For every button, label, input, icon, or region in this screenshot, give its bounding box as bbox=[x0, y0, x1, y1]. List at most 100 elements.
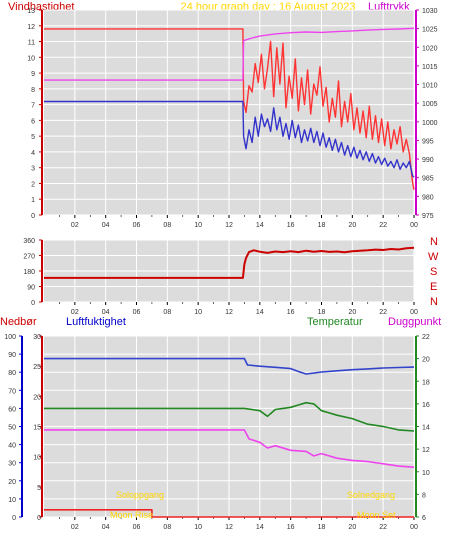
average-line bbox=[44, 100, 415, 178]
precipitation-ytick-label: 90 bbox=[8, 352, 16, 359]
humidity-line bbox=[44, 357, 415, 375]
pressure-ytick-label: 1015 bbox=[422, 64, 438, 71]
wind-direction-ytick-label: 270 bbox=[23, 254, 35, 261]
humidity-temperature-series bbox=[44, 357, 415, 518]
astro-labels: Soloppgang Moon Rise Solnedgang Moon Set bbox=[110, 490, 396, 520]
wind-speed-ytick-label: 5 bbox=[31, 134, 35, 141]
dewpoint-line bbox=[44, 429, 415, 468]
wind-pressure-time-axis: 02 04 06 08 10 12 14 16 18 20 22 00 bbox=[59, 215, 418, 229]
humidity-temperature-xtick-label: 00 bbox=[410, 524, 418, 531]
humidity-temperature-xtick-label: 08 bbox=[163, 524, 171, 531]
humidity-temperature-xtick-label: 06 bbox=[133, 524, 141, 531]
wind-speed-ytick-label: 3 bbox=[31, 166, 35, 173]
wind-speed-ytick-label: 0 bbox=[31, 213, 35, 220]
wind-direction-xtick-label: 08 bbox=[163, 309, 171, 316]
precipitation-ytick-label: 50 bbox=[8, 425, 16, 432]
temperature-ytick-label: 16 bbox=[422, 402, 430, 409]
pressure-ytick-label: 985 bbox=[422, 176, 434, 183]
compass-labels: N W S E N bbox=[428, 236, 439, 308]
humidity-ytick-label: 25 bbox=[33, 364, 41, 371]
wind-speed-ytick-label: 8 bbox=[31, 87, 35, 94]
humidity-temperature-xtick-label: 12 bbox=[225, 524, 233, 531]
title-precipitation: Nedbør bbox=[0, 316, 37, 328]
humidity-ytick-label: 0 bbox=[37, 515, 41, 522]
temperature-axis: 6 8 10 12 14 16 18 20 22 bbox=[415, 334, 430, 522]
humidity-temperature-xtick-label: 02 bbox=[71, 524, 79, 531]
pressure-ytick-label: 1020 bbox=[422, 45, 438, 52]
humidity-temperature-xtick-label: 10 bbox=[194, 524, 202, 531]
pressure-ytick-label: 1005 bbox=[422, 101, 438, 108]
wind-direction-ytick-label: 180 bbox=[23, 269, 35, 276]
wind-direction-ytick-label: 0 bbox=[31, 300, 35, 307]
wind-direction-xtick-label: 04 bbox=[102, 309, 110, 316]
pressure-ytick-label: 995 bbox=[422, 138, 434, 145]
wind-speed-ytick-label: 6 bbox=[31, 118, 35, 125]
wind-direction-xtick-label: 06 bbox=[133, 309, 141, 316]
humidity-temperature-xtick-label: 04 bbox=[102, 524, 110, 531]
precipitation-ytick-label: 80 bbox=[8, 370, 16, 377]
precipitation-ytick-label: 40 bbox=[8, 443, 16, 450]
compass-s: S bbox=[430, 266, 437, 278]
rain-line bbox=[44, 509, 414, 518]
wind-pressure-grid bbox=[44, 9, 415, 216]
wind-direction-xtick-label: 16 bbox=[287, 309, 295, 316]
humidity-temperature-panel: 0 10 20 30 40 50 60 70 80 90 100 0 5 10 15 20 25 30 6 8 10… bbox=[4, 334, 430, 531]
pressure-ytick-label: 1030 bbox=[422, 8, 438, 15]
sunset-label: Solnedgang bbox=[347, 490, 395, 500]
pressure-ytick-label: 1000 bbox=[422, 120, 438, 127]
wind-speed-ytick-label: 7 bbox=[31, 103, 35, 110]
wind-direction-xtick-label: 14 bbox=[256, 309, 264, 316]
moonset-label: Moon Set bbox=[357, 510, 396, 520]
temperature-line bbox=[44, 401, 415, 432]
wind-direction-xtick-label: 18 bbox=[318, 309, 326, 316]
wind-direction-axis: 0 90 180 270 360 bbox=[23, 238, 43, 307]
precipitation-ytick-label: 70 bbox=[8, 388, 16, 395]
compass-n-top: N bbox=[430, 236, 438, 248]
wind-direction-time-axis: 02 04 06 08 10 12 14 16 18 20 22 00 bbox=[59, 302, 418, 316]
precipitation-ytick-label: 0 bbox=[12, 515, 16, 522]
humidity-temperature-xtick-label: 18 bbox=[318, 524, 326, 531]
temperature-ytick-label: 20 bbox=[422, 357, 430, 364]
wind-speed-ytick-label: 11 bbox=[28, 40, 35, 47]
pressure-ytick-label: 990 bbox=[422, 157, 434, 164]
wind-speed-ytick-label: 10 bbox=[27, 55, 35, 62]
sunrise-label: Soloppgang bbox=[116, 490, 164, 500]
wind-pressure-xtick-label: 06 bbox=[133, 222, 141, 229]
humidity-temperature-xtick-label: 14 bbox=[256, 524, 264, 531]
wind-pressure-xtick-label: 14 bbox=[256, 222, 264, 229]
precipitation-axis: 0 10 20 30 40 50 60 70 80 90 100 bbox=[4, 334, 23, 522]
wind-direction-xtick-label: 00 bbox=[410, 309, 418, 316]
wind-direction-xtick-label: 10 bbox=[194, 309, 202, 316]
wind-pressure-xtick-label: 12 bbox=[225, 222, 233, 229]
wind-speed-ytick-label: 2 bbox=[31, 181, 35, 188]
wind-pressure-series bbox=[44, 27, 415, 190]
temperature-ytick-label: 22 bbox=[422, 334, 430, 341]
pressure-axis: 975 980 985 990 995 1000 1005 1010 1015 1020 1025 1… bbox=[415, 8, 438, 220]
compass-e: E bbox=[430, 281, 437, 293]
title-humidity: Luftfuktighet bbox=[66, 316, 126, 328]
temperature-ytick-label: 6 bbox=[422, 515, 426, 522]
humidity-ytick-label: 5 bbox=[37, 485, 41, 492]
humidity-temperature-grid bbox=[44, 335, 415, 518]
humidity-ytick-label: 30 bbox=[33, 334, 41, 341]
humidity-axis: 0 5 10 15 20 25 30 bbox=[33, 334, 43, 522]
temperature-ytick-label: 8 bbox=[422, 492, 426, 499]
humidity-temperature-xtick-label: 20 bbox=[348, 524, 356, 531]
wind-pressure-xtick-label: 08 bbox=[163, 222, 171, 229]
moonrise-label: Moon Rise bbox=[110, 510, 153, 520]
wind-direction-ytick-label: 360 bbox=[23, 238, 35, 245]
compass-n-bottom: N bbox=[430, 296, 438, 308]
wind-speed-ytick-label: 12 bbox=[27, 24, 35, 31]
title-dewpoint: Duggpunkt bbox=[388, 316, 441, 328]
wind-pressure-xtick-label: 16 bbox=[287, 222, 295, 229]
precipitation-ytick-label: 60 bbox=[8, 406, 16, 413]
compass-w: W bbox=[428, 251, 439, 263]
temperature-ytick-label: 14 bbox=[422, 425, 430, 432]
wind-speed-ytick-label: 13 bbox=[27, 8, 35, 15]
wind-speed-ytick-label: 9 bbox=[31, 71, 35, 78]
humidity-ytick-label: 10 bbox=[33, 455, 41, 462]
wind-pressure-xtick-label: 02 bbox=[71, 222, 79, 229]
wind-pressure-xtick-label: 00 bbox=[410, 222, 418, 229]
